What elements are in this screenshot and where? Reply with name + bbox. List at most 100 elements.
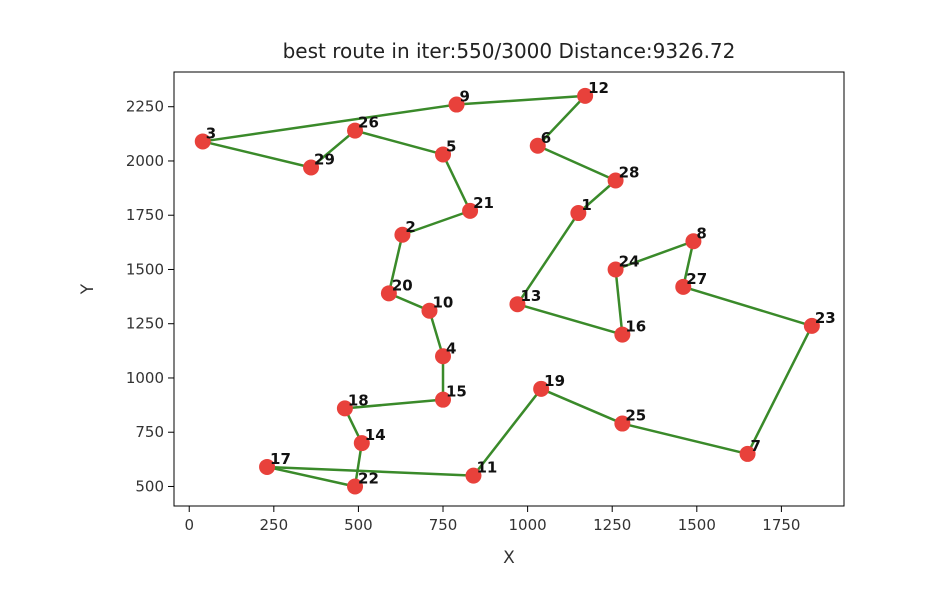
route-segment xyxy=(265,465,475,477)
city-point-26 xyxy=(347,122,364,139)
city-label-17: 17 xyxy=(270,450,291,468)
route-segment xyxy=(343,398,445,410)
route-points xyxy=(194,87,820,495)
y-tick-label: 2000 xyxy=(126,152,164,170)
y-axis-label: Y xyxy=(78,283,98,295)
city-label-11: 11 xyxy=(476,459,497,477)
x-tick-label: 750 xyxy=(429,516,458,534)
city-point-21 xyxy=(462,202,479,219)
city-point-6 xyxy=(529,137,546,154)
route-segment xyxy=(201,103,458,143)
route-segment xyxy=(577,179,617,215)
city-label-9: 9 xyxy=(460,88,470,106)
city-label-6: 6 xyxy=(541,129,551,147)
chart-title: best route in iter:550/3000 Distance:932… xyxy=(283,39,736,63)
route-segment xyxy=(441,153,472,213)
city-label-20: 20 xyxy=(392,276,413,294)
city-label-16: 16 xyxy=(625,318,646,336)
plot-area xyxy=(173,71,845,507)
city-label-24: 24 xyxy=(619,252,640,270)
city-label-27: 27 xyxy=(686,270,707,288)
city-point-7 xyxy=(739,445,756,462)
city-label-25: 25 xyxy=(625,407,646,425)
route-segment xyxy=(309,129,357,169)
city-label-21: 21 xyxy=(473,194,494,212)
city-label-14: 14 xyxy=(365,426,386,444)
city-point-2 xyxy=(394,226,411,243)
city-point-12 xyxy=(577,87,594,104)
city-label-19: 19 xyxy=(544,372,565,390)
x-tick-label: 1500 xyxy=(678,516,716,534)
route-segment xyxy=(201,140,313,169)
city-label-1: 1 xyxy=(581,196,591,214)
city-point-18 xyxy=(336,400,353,417)
city-label-12: 12 xyxy=(588,79,609,97)
y-tick-label: 750 xyxy=(135,423,164,441)
city-label-15: 15 xyxy=(446,383,467,401)
route-lines xyxy=(201,94,814,488)
route-segment xyxy=(614,240,695,271)
city-label-29: 29 xyxy=(314,150,335,168)
y-tick-label: 1750 xyxy=(126,206,164,224)
route-segment xyxy=(536,144,617,182)
x-axis-ticks: 0 250 500 750 1000 1250 1500 1750 xyxy=(184,506,800,534)
city-label-13: 13 xyxy=(520,287,541,305)
route-segment xyxy=(401,209,472,236)
y-tick-label: 1000 xyxy=(126,369,164,387)
route-segment xyxy=(455,94,587,106)
route-segment xyxy=(353,129,445,156)
city-label-22: 22 xyxy=(358,469,379,487)
route-segment xyxy=(516,211,580,306)
city-point-5 xyxy=(435,146,452,163)
city-label-18: 18 xyxy=(348,391,369,409)
y-tick-label: 1500 xyxy=(126,260,164,278)
x-tick-label: 1000 xyxy=(509,516,547,534)
city-point-27 xyxy=(675,278,692,295)
city-label-8: 8 xyxy=(696,224,706,242)
city-point-3 xyxy=(194,133,211,150)
y-tick-label: 1250 xyxy=(126,315,164,333)
y-tick-label: 500 xyxy=(135,477,164,495)
city-point-15 xyxy=(435,391,452,408)
city-point-23 xyxy=(803,317,820,334)
route-segment xyxy=(536,94,587,148)
city-label-7: 7 xyxy=(751,437,761,455)
city-point-1 xyxy=(570,205,587,222)
x-axis-label: X xyxy=(503,548,515,568)
city-point-20 xyxy=(380,285,397,302)
city-point-22 xyxy=(347,478,364,495)
city-point-10 xyxy=(421,302,438,319)
city-label-28: 28 xyxy=(619,164,640,182)
x-tick-label: 1250 xyxy=(593,516,631,534)
route-segment xyxy=(682,285,814,328)
city-point-29 xyxy=(303,159,320,176)
y-axis-ticks: 500 750 1000 1250 1500 1750 2000 2250 xyxy=(126,98,174,495)
city-point-4 xyxy=(435,348,452,365)
city-label-2: 2 xyxy=(405,218,415,236)
y-tick-label: 2250 xyxy=(126,98,164,116)
x-tick-label: 250 xyxy=(260,516,289,534)
x-tick-label: 0 xyxy=(184,516,194,534)
city-label-5: 5 xyxy=(446,137,456,155)
city-label-26: 26 xyxy=(358,114,379,132)
x-tick-label: 500 xyxy=(344,516,373,534)
route-segment xyxy=(265,465,357,488)
route-segment xyxy=(539,387,624,425)
city-point-25 xyxy=(614,415,631,432)
x-tick-label: 1750 xyxy=(762,516,800,534)
route-segment xyxy=(472,387,543,477)
city-point-11 xyxy=(465,467,482,484)
city-point-9 xyxy=(448,96,465,113)
city-label-10: 10 xyxy=(432,294,453,312)
city-label-23: 23 xyxy=(815,309,836,327)
city-point-16 xyxy=(614,326,631,343)
city-point-14 xyxy=(353,435,370,452)
city-point-24 xyxy=(607,261,624,278)
city-point-8 xyxy=(685,233,702,250)
city-point-19 xyxy=(533,380,550,397)
route-segment xyxy=(746,324,814,456)
city-point-17 xyxy=(259,458,276,475)
